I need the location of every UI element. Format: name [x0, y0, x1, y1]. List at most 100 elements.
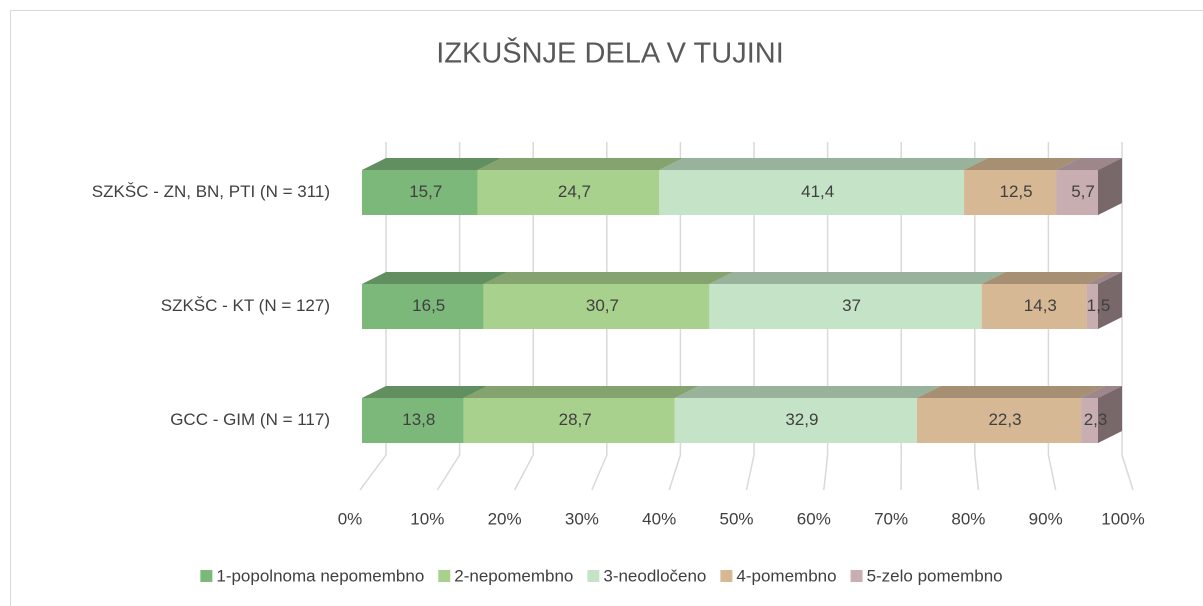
bar-front	[1086, 284, 1098, 329]
legend-swatch	[200, 570, 213, 582]
bar-top-shade	[981, 272, 1111, 284]
bar-top-shade	[483, 272, 734, 284]
x-tick-label: 100%	[1101, 509, 1144, 528]
x-tick-label: 60%	[797, 509, 831, 528]
bar-front	[1081, 398, 1098, 443]
bar-top	[362, 386, 488, 398]
data-label: 37	[842, 296, 861, 315]
x-tick-label: 70%	[874, 509, 908, 528]
bar-top	[362, 272, 508, 284]
bar-segment	[709, 272, 1006, 329]
legend-label: 1-popolnoma nepomembno	[216, 566, 424, 585]
bar-front	[362, 284, 484, 329]
x-tick-label: 40%	[642, 509, 676, 528]
x-tick-label: 10%	[410, 509, 444, 528]
legend: 1-popolnoma nepomembno 2-nepomembno 3-neod…	[200, 566, 1003, 585]
legend-label: 5-zelo pomembno	[867, 566, 1003, 585]
y-tick-label: SZKŠC - ZN, BN, PTI (N = 311)	[92, 182, 330, 201]
data-label: 12,5	[1000, 182, 1033, 201]
bar-segment	[659, 158, 989, 215]
data-label: 24,7	[558, 182, 591, 201]
grid-line	[591, 142, 608, 491]
bar-front	[477, 170, 660, 215]
legend-swatch	[587, 570, 600, 582]
bar-top-shade	[1086, 272, 1122, 284]
bar-segment	[981, 272, 1111, 329]
bar-top-shade	[674, 386, 941, 398]
data-label: 22,3	[988, 410, 1021, 429]
bar-side	[1098, 272, 1122, 329]
bar-front	[362, 170, 478, 215]
bar-segment	[477, 158, 684, 215]
bar-top	[1056, 158, 1122, 170]
bar-top	[463, 386, 699, 398]
bar-segment	[362, 386, 488, 443]
bar-top	[483, 272, 734, 284]
bar-front	[1056, 170, 1098, 215]
x-tick-label: 20%	[488, 509, 522, 528]
x-tick-label: 30%	[565, 509, 599, 528]
bar-top-shade	[1056, 158, 1122, 170]
bar-top-shade	[362, 386, 488, 398]
bar-top-shade	[964, 158, 1081, 170]
data-label: 41,4	[801, 182, 834, 201]
legend-swatch	[720, 570, 733, 582]
bar-front	[981, 284, 1087, 329]
data-label: 5,7	[1071, 182, 1095, 201]
bar-segment	[362, 158, 502, 215]
bar-top-shade	[463, 386, 699, 398]
bar-top	[477, 158, 684, 170]
grid-line	[513, 142, 534, 491]
bar-top-shade	[477, 158, 684, 170]
bar-segment	[463, 386, 699, 443]
grid-line	[974, 142, 980, 491]
legend-label: 4-pomembno	[736, 566, 836, 585]
bar-front	[674, 398, 917, 443]
bar-segment	[916, 386, 1106, 443]
bar-side-shade	[1098, 386, 1122, 443]
grid-line	[436, 142, 461, 491]
bar-top	[1081, 386, 1122, 398]
bar-top	[916, 386, 1106, 398]
bar-side-shade	[1098, 158, 1122, 215]
bar-top-shade	[709, 272, 1006, 284]
data-label: 1,5	[1087, 296, 1111, 315]
legend-swatch	[438, 570, 451, 582]
grid-line	[823, 142, 829, 491]
bar-front	[916, 398, 1082, 443]
bar-side	[1098, 158, 1122, 215]
data-label: 32,9	[785, 410, 818, 429]
bar-top-shade	[1081, 386, 1122, 398]
bar-top	[362, 158, 502, 170]
bar-front	[659, 170, 965, 215]
bar-top-shade	[916, 386, 1106, 398]
x-tick-label: 50%	[719, 509, 753, 528]
data-label: 28,7	[559, 410, 592, 429]
bar-segment	[1056, 158, 1122, 215]
data-label: 2,3	[1084, 410, 1108, 429]
bar-front	[463, 398, 675, 443]
grid-line	[668, 142, 682, 491]
bar-segment	[362, 272, 508, 329]
bar-top	[709, 272, 1006, 284]
grid-line	[359, 142, 387, 491]
bar-segment	[1081, 386, 1122, 443]
grid-line	[1047, 142, 1057, 491]
data-label: 16,5	[412, 296, 445, 315]
data-label: 15,7	[409, 182, 442, 201]
bar-segment	[674, 386, 941, 443]
bar-side	[1098, 386, 1122, 443]
bar-segment	[483, 272, 734, 329]
bar-top	[981, 272, 1111, 284]
data-label: 30,7	[586, 296, 619, 315]
bar-top	[964, 158, 1081, 170]
bar-top-shade	[362, 158, 502, 170]
chart-title: IZKUŠNJE DELA V TUJINI	[436, 36, 784, 70]
bar-front	[483, 284, 710, 329]
legend-label: 3-neodločeno	[603, 566, 706, 585]
grid-line	[1121, 142, 1134, 491]
bar-front	[964, 170, 1057, 215]
bar-front	[709, 284, 982, 329]
grid-line	[745, 142, 755, 491]
